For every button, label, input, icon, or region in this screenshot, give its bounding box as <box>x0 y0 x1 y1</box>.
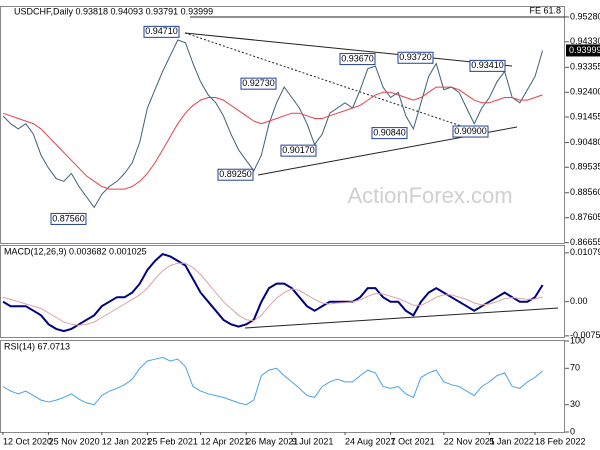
chart-title: USDCHF,Daily 0.93818 0.94093 0.93791 0.9… <box>14 6 213 16</box>
x-tick-label: 25 Feb 2021 <box>147 436 198 446</box>
annotation-box <box>469 59 506 72</box>
x-tick-label: 12 Jan 2021 <box>102 436 152 446</box>
annotation-box <box>240 77 277 90</box>
annotation: 0.93410 <box>471 60 504 70</box>
y-tick-label: 0.90480 <box>570 137 600 147</box>
x-tick-label: 22 Nov 2021 <box>444 436 495 446</box>
trend-line <box>184 32 513 67</box>
fe-label: FE 61.8 <box>529 5 561 15</box>
series-line <box>2 252 544 333</box>
annotation-box <box>50 212 87 225</box>
annotation-box <box>371 127 408 140</box>
annotation-box <box>217 168 254 181</box>
y-tick-label: 100 <box>570 335 585 345</box>
x-tick-label: 18 Feb 2022 <box>535 436 586 446</box>
y-tick-label: 70 <box>570 363 580 373</box>
x-tick-label: 7 Oct 2021 <box>391 436 435 446</box>
annotation: 0.90170 <box>282 145 315 155</box>
series-line <box>2 262 543 326</box>
watermark: ActionForex.com <box>347 183 512 208</box>
y-tick-label: 0.89535 <box>570 162 600 172</box>
macd-panel <box>0 245 565 338</box>
macd-title: MACD(12,26,9) 0.003682 0.001025 <box>4 246 147 256</box>
x-tick-label: 9 Jul 2021 <box>292 436 334 446</box>
annotation-box <box>143 25 180 38</box>
y-tick-label: 0.94330 <box>570 36 600 46</box>
x-tick-label: 5 Jan 2022 <box>489 436 534 446</box>
trend-line <box>184 32 483 134</box>
annotation-box <box>280 144 317 157</box>
rsi-panel <box>0 340 565 433</box>
y-tick-label: 30 <box>570 399 580 409</box>
y-tick-label: 0.88560 <box>570 187 600 197</box>
y-tick-label: 0.92400 <box>570 87 600 97</box>
x-tick-label: 12 Oct 2020 <box>3 436 52 446</box>
macd-trend-line <box>244 307 559 329</box>
x-tick-label: 26 May 2021 <box>246 436 298 446</box>
annotation-box <box>397 51 434 64</box>
price-panel <box>0 6 565 244</box>
y-tick-label: -0.007548 <box>570 330 600 340</box>
rsi-title: RSI(14) 67.0713 <box>4 341 70 351</box>
y-tick-label: 0.010797 <box>570 247 600 257</box>
x-tick-label: 12 Apr 2021 <box>201 436 250 446</box>
current-price: 0.93999 <box>569 45 600 55</box>
y-tick-label: 0 <box>570 426 575 436</box>
x-tick-label: 25 Nov 2020 <box>49 436 100 446</box>
current-price-box <box>566 44 600 57</box>
series-line <box>2 86 543 190</box>
annotation: 0.93720 <box>399 52 432 62</box>
y-tick-label: 0.95280 <box>570 11 600 21</box>
x-tick-label: 24 Aug 2021 <box>345 436 396 446</box>
annotation: 0.92730 <box>242 78 275 88</box>
annotation: 0.90900 <box>454 126 487 136</box>
annotation-box <box>452 125 489 138</box>
annotation: 0.89250 <box>219 169 252 179</box>
y-tick-label: 0.91455 <box>570 111 600 121</box>
annotation: 0.94710 <box>145 26 178 36</box>
series-line <box>2 356 543 406</box>
annotation: 0.93670 <box>341 53 374 63</box>
annotation: 0.87560 <box>52 213 85 223</box>
y-tick-label: 0.00 <box>570 296 588 306</box>
y-tick-label: 0.86655 <box>570 237 600 247</box>
y-tick-label: 0.93355 <box>570 62 600 72</box>
y-tick-label: 0.87605 <box>570 212 600 222</box>
annotation-box <box>339 53 376 66</box>
annotation: 0.90840 <box>373 127 406 137</box>
